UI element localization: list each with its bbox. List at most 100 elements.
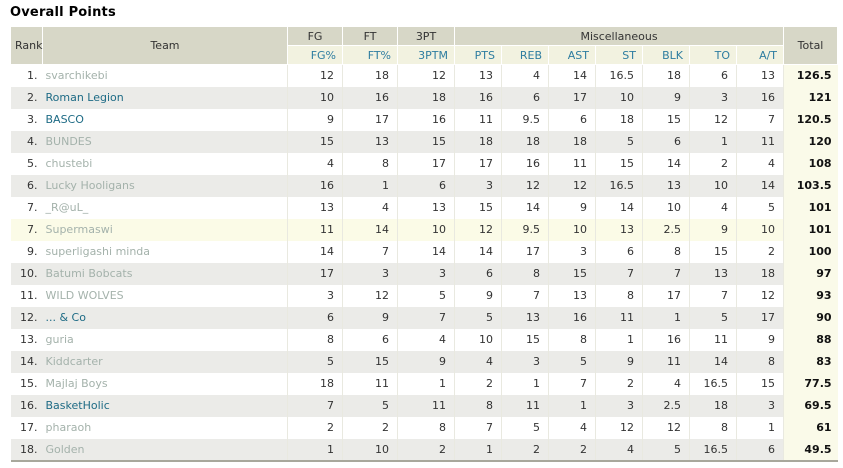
column-header-to[interactable]: TO bbox=[689, 45, 737, 65]
total-cell: 101 bbox=[783, 218, 838, 241]
stat-cell: 13 bbox=[342, 130, 398, 153]
team-link[interactable]: superligashi minda bbox=[45, 245, 151, 258]
stat-cell: 15 bbox=[342, 350, 398, 373]
team-link[interactable]: pharaoh bbox=[45, 421, 92, 434]
rank-cell: 2. bbox=[27, 91, 38, 104]
team-cell: svarchikebi bbox=[42, 64, 288, 87]
stat-cell: 9.5 bbox=[501, 108, 549, 131]
stat-cell: 2 bbox=[501, 438, 549, 462]
stat-cell: 18 bbox=[287, 372, 343, 395]
stat-cell: 5 bbox=[642, 438, 690, 462]
stat-cell: 4 bbox=[342, 196, 398, 219]
stat-cell: 13 bbox=[454, 64, 502, 87]
stat-cell: 14 bbox=[736, 174, 785, 197]
table-row: 14. Kiddcarter 5 15 9 4 3 5 9 11 14 8 83 bbox=[10, 350, 838, 373]
stat-cell: 5 bbox=[548, 350, 596, 373]
table-header: Rank Team FG FT 3PT Miscellaneous Total … bbox=[10, 26, 839, 65]
rank-cell: 3. bbox=[27, 113, 38, 126]
stat-cell: 17 bbox=[736, 306, 785, 329]
stat-cell: 13 bbox=[287, 196, 343, 219]
rank-cell: 15. bbox=[20, 377, 38, 390]
team-link[interactable]: WILD WOLVES bbox=[45, 289, 124, 302]
stat-cell: 9 bbox=[548, 196, 596, 219]
stat-cell: 13 bbox=[548, 284, 596, 307]
stat-cell: 13 bbox=[595, 218, 643, 241]
team-link[interactable]: BasketHolic bbox=[45, 399, 110, 412]
team-link[interactable]: Roman Legion bbox=[45, 91, 124, 104]
column-header-blk[interactable]: BLK bbox=[642, 45, 690, 65]
column-header-reb[interactable]: REB bbox=[501, 45, 549, 65]
total-cell: 120.5 bbox=[783, 108, 838, 131]
team-link[interactable]: _R@uL_ bbox=[45, 201, 89, 214]
team-link[interactable]: BASCO bbox=[45, 113, 84, 126]
column-header-at[interactable]: A/T bbox=[735, 45, 785, 65]
team-link[interactable]: guria bbox=[45, 333, 74, 346]
stat-cell: 5 bbox=[689, 306, 737, 329]
team-link[interactable]: Golden bbox=[45, 442, 85, 456]
team-link[interactable]: Kiddcarter bbox=[45, 355, 103, 368]
stat-cell: 5 bbox=[342, 394, 398, 417]
stat-cell: 14 bbox=[689, 350, 737, 373]
stat-cell: 14 bbox=[454, 240, 502, 263]
team-cell: BASCO bbox=[42, 108, 288, 131]
stat-cell: 12 bbox=[595, 416, 643, 439]
stat-cell: 16 bbox=[342, 86, 398, 109]
column-header-fg-pct[interactable]: FG% bbox=[287, 45, 343, 65]
stat-cell: 5 bbox=[454, 306, 502, 329]
column-header-pts[interactable]: PTS bbox=[454, 45, 502, 65]
column-header-st[interactable]: ST bbox=[595, 45, 643, 65]
team-link[interactable]: chustebi bbox=[45, 157, 93, 170]
stat-cell: 7 bbox=[689, 284, 737, 307]
total-cell: 101 bbox=[783, 196, 838, 219]
total-cell: 77.5 bbox=[783, 372, 838, 395]
rank-cell: 10. bbox=[20, 267, 38, 280]
table-row: 9. superligashi minda 14 7 14 14 17 3 6 8 15 2 100 bbox=[10, 240, 838, 263]
stat-cell: 8 bbox=[287, 328, 343, 351]
stat-cell: 4 bbox=[689, 196, 737, 219]
team-cell: WILD WOLVES bbox=[42, 284, 288, 307]
column-header-3ptm[interactable]: 3PTM bbox=[397, 45, 455, 65]
table-row: 2. Roman Legion 10 16 18 16 6 17 10 9 3 16 121 bbox=[10, 86, 838, 109]
stat-cell: 8 bbox=[689, 416, 737, 439]
team-link[interactable]: Majlaj Boys bbox=[45, 377, 108, 390]
column-header-ast[interactable]: AST bbox=[548, 45, 596, 65]
stat-cell: 15 bbox=[736, 372, 785, 395]
stat-cell: 3 bbox=[736, 394, 785, 417]
stat-cell: 1 bbox=[642, 306, 690, 329]
total-column-header[interactable]: Total bbox=[783, 26, 839, 65]
team-link[interactable]: svarchikebi bbox=[45, 69, 108, 83]
team-cell: pharaoh bbox=[42, 416, 288, 439]
rank-cell: 4. bbox=[27, 135, 38, 148]
rank-cell: 6. bbox=[27, 179, 38, 192]
stat-cell: 18 bbox=[736, 262, 785, 285]
team-cell: Lucky Hooligans bbox=[42, 174, 288, 197]
stat-cell: 9 bbox=[736, 328, 785, 351]
total-cell: 100 bbox=[783, 240, 838, 263]
stat-cell: 10 bbox=[736, 218, 785, 241]
stat-cell: 6 bbox=[595, 240, 643, 263]
team-link[interactable]: BUNDES bbox=[45, 135, 92, 148]
stat-cell: 4 bbox=[548, 416, 596, 439]
stat-cell: 2 bbox=[342, 416, 398, 439]
stat-cell: 14 bbox=[397, 240, 455, 263]
team-link[interactable]: Supermaswi bbox=[45, 223, 113, 236]
rank-cell: 18. bbox=[10, 438, 43, 462]
stat-cell: 14 bbox=[642, 152, 690, 175]
team-cell: guria bbox=[42, 328, 288, 351]
team-link[interactable]: Batumi Bobcats bbox=[45, 267, 133, 280]
stat-cell: 18 bbox=[548, 130, 596, 153]
team-cell: Majlaj Boys bbox=[42, 372, 288, 395]
stat-cell: 10 bbox=[397, 218, 455, 241]
team-link[interactable]: Lucky Hooligans bbox=[45, 179, 135, 192]
stat-cell: 9 bbox=[454, 284, 502, 307]
stat-cell: 10 bbox=[642, 196, 690, 219]
team-link[interactable]: ... & Co bbox=[45, 311, 86, 324]
stat-cell: 2 bbox=[595, 372, 643, 395]
stat-cell: 7 bbox=[287, 394, 343, 417]
total-cell: 90 bbox=[783, 306, 838, 329]
stat-cell: 15 bbox=[595, 152, 643, 175]
stat-cell: 7 bbox=[642, 262, 690, 285]
stat-cell: 6 bbox=[548, 108, 596, 131]
column-header-ft-pct[interactable]: FT% bbox=[342, 45, 398, 65]
stat-cell: 8 bbox=[397, 416, 455, 439]
